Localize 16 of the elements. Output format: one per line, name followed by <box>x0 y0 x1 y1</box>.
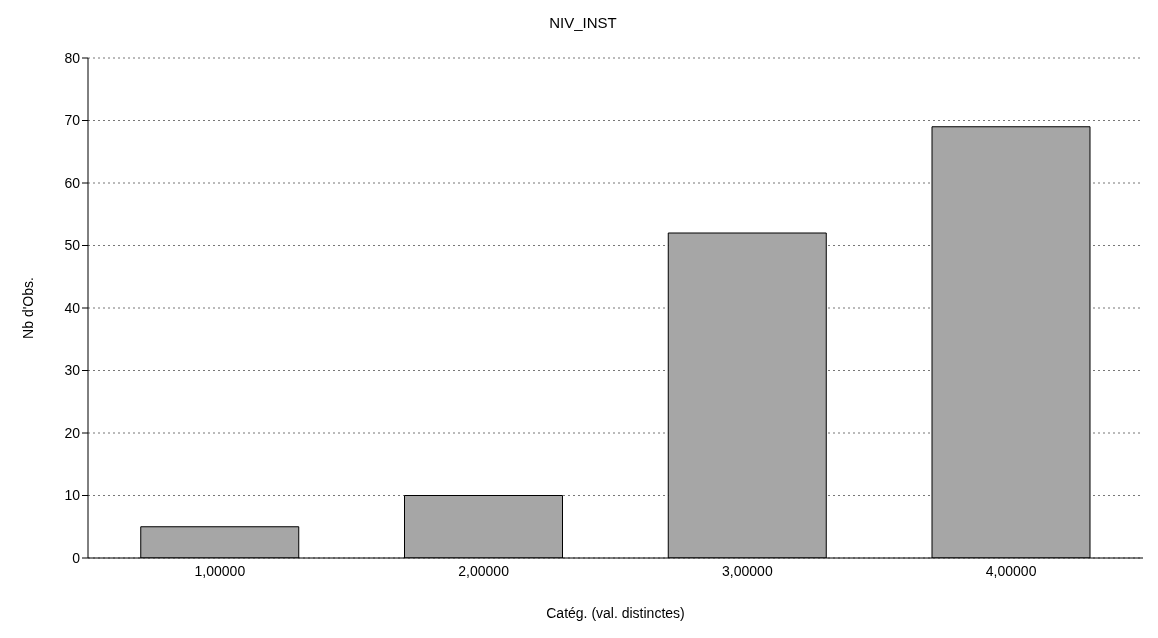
x-tick-label: 4,00000 <box>985 562 1037 579</box>
y-tick-label: 20 <box>64 424 81 441</box>
chart-title: NIV_INST <box>548 13 618 33</box>
x-tick-label: 3,00000 <box>722 562 773 579</box>
x-tick-label: 2,00000 <box>458 562 510 579</box>
x-tick-label: 1,00000 <box>194 562 246 579</box>
y-tick-label: 0 <box>72 549 81 566</box>
y-tick-label: 30 <box>64 362 81 379</box>
x-axis-title: Catég. (val. distinctes) <box>546 604 685 621</box>
y-tick-label: 70 <box>64 112 81 129</box>
y-tick-label: 40 <box>64 299 81 316</box>
y-tick-label: 80 <box>64 49 81 66</box>
y-tick-label: 50 <box>64 237 81 254</box>
y-axis-title: Nb d'Obs. <box>19 277 36 339</box>
y-tick-label: 10 <box>64 487 81 504</box>
y-tick-label: 60 <box>64 174 81 191</box>
